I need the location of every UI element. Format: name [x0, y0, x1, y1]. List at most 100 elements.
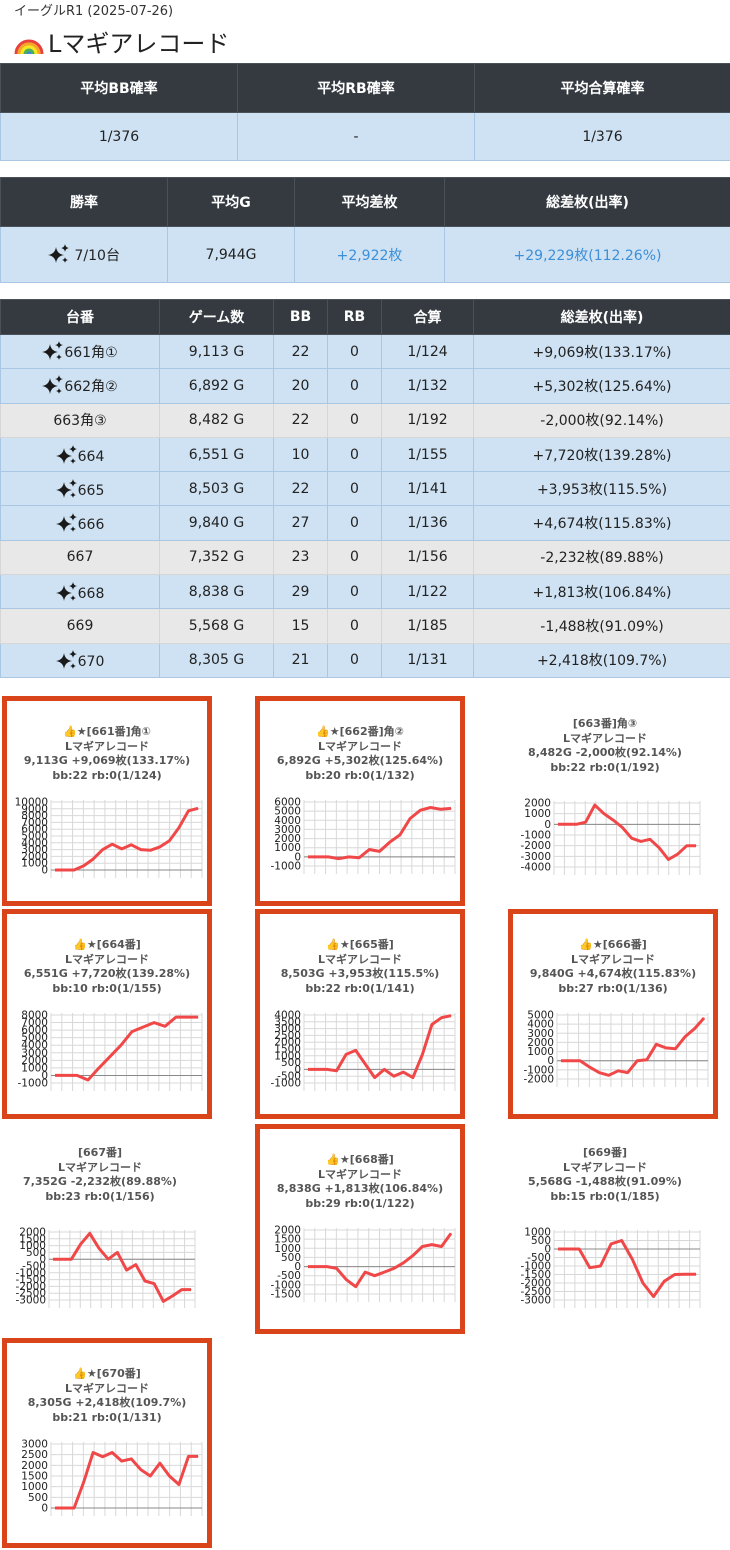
chart-line2: 8,305G +2,418枚(109.7%): [27, 1396, 187, 1409]
machines-table: 台番 ゲーム数 BB RB 合算 総差枚(出率) 661角① 9,113 G 22 0…: [0, 299, 730, 678]
y-tick-label: 3000: [274, 824, 301, 836]
machine-chart-card[interactable]: 👍★[662番]角② Lマギアレコード 6,892G +5,302枚(125.64%…: [255, 696, 465, 906]
y-tick-label: -1000: [523, 1064, 554, 1076]
chart-caption: 👍★[664番] Lマギアレコード 6,551G +7,720枚(139.28%) b…: [7, 938, 207, 996]
data-point: [116, 1251, 118, 1253]
games-text: 9,113 G: [188, 343, 245, 360]
data-point: [368, 849, 370, 851]
data-point: [326, 1266, 328, 1268]
machine-chart-card[interactable]: 👍★[661番]角① Lマギアレコード 9,113G +9,069枚(133.17%…: [2, 696, 212, 906]
chart-line1: Lマギアレコード: [317, 739, 402, 753]
y-tick-label: -1000: [270, 1279, 301, 1291]
data-point: [693, 1028, 695, 1030]
sparkle-icon: [48, 244, 70, 264]
y-tick-label: 1500: [274, 1234, 301, 1246]
data-point: [111, 1452, 113, 1454]
cell-diff: +7,720枚(139.28%): [473, 436, 730, 473]
data-point: [149, 1475, 151, 1477]
y-tick-label: 1000: [21, 858, 48, 870]
y-tick-label: 8000: [21, 810, 48, 822]
diff-text: +3,953枚(115.5%): [536, 481, 668, 498]
data-point: [393, 1267, 395, 1269]
sparkle-icon: [55, 650, 78, 670]
chart-line1: Lマギアレコード: [64, 952, 149, 966]
y-tick-label: -500: [277, 1071, 301, 1083]
data-point: [175, 1016, 177, 1018]
cell-rb-count: 0: [327, 333, 382, 370]
machine-row: 669 5,568 G 15 0 1/185 -1,488枚(91.09%): [0, 608, 730, 644]
data-point: [307, 856, 309, 858]
data-point: [317, 1266, 319, 1268]
cell-machine-no: 661角①: [0, 333, 160, 370]
chart-caption: 👍★[661番]角① Lマギアレコード 9,113G +9,069枚(133.17%…: [7, 725, 207, 783]
y-tick-label: 1000: [274, 842, 301, 854]
rb-count-text: 0: [350, 618, 359, 635]
machine-chart-card[interactable]: [669番] Lマギアレコード 5,568G -1,488枚(91.09%) bb:1…: [505, 1122, 705, 1322]
col-header-rb: RB: [327, 299, 382, 335]
y-tick-label: 2000: [21, 851, 48, 863]
avg-total-header: 平均合算確率: [474, 63, 730, 113]
rb-count-text: 0: [350, 343, 359, 360]
y-tick-label: 5000: [21, 1032, 48, 1044]
data-point: [649, 838, 651, 840]
machine-no-text: 661角①: [64, 345, 118, 362]
data-point: [653, 1296, 655, 1298]
cell-bb-count: 21: [273, 642, 328, 678]
machine-no-text: 662角②: [64, 379, 118, 396]
chart-title: 👍★[662番]角②: [316, 725, 404, 738]
total-prob-text: 1/185: [407, 618, 448, 635]
chart-line3: bb:21 rb:0(1/131): [52, 1410, 162, 1424]
data-point: [389, 841, 391, 843]
machine-chart-card[interactable]: 👍★[665番] Lマギアレコード 8,503G +3,953枚(115.5%) bb…: [255, 909, 465, 1119]
machine-chart-card[interactable]: 👍★[666番] Lマギアレコード 9,840G +4,674枚(115.83%) b…: [508, 909, 718, 1119]
y-tick-label: 5000: [274, 806, 301, 818]
machine-chart-card[interactable]: [667番] Lマギアレコード 7,352G -2,232枚(89.88%) bb:2…: [0, 1122, 200, 1322]
total-prob-text: 1/136: [407, 515, 448, 532]
chart-line3: bb:22 rb:0(1/124): [52, 768, 162, 782]
chart-line2: 8,838G +1,813枚(106.84%): [276, 1182, 444, 1195]
chart-title: 👍★[664番]: [73, 938, 141, 951]
machine-chart-card[interactable]: [663番]角③ Lマギアレコード 8,482G -2,000枚(92.14%) bb…: [505, 693, 705, 893]
machine-chart-card[interactable]: 👍★[668番] Lマギアレコード 8,838G +1,813枚(106.84%) b…: [255, 1124, 465, 1334]
chart-title: 👍★[670番]: [73, 1367, 141, 1380]
bb-count-text: 10: [291, 446, 310, 463]
y-tick-label: -3000: [520, 851, 551, 863]
bb-count-text: 22: [291, 343, 310, 360]
data-point: [610, 1243, 612, 1245]
data-point: [621, 827, 623, 829]
data-point: [402, 1071, 404, 1073]
chart-title: 👍★[661番]角①: [63, 725, 151, 738]
y-tick-label: 4000: [527, 1019, 554, 1031]
y-tick-label: -1000: [520, 830, 551, 842]
diff-text: -1,488枚(91.09%): [540, 619, 664, 636]
data-point: [430, 806, 432, 808]
data-point: [612, 819, 614, 821]
total-prob-text: 1/131: [407, 652, 448, 669]
data-point: [617, 1070, 619, 1072]
cell-total-prob: 1/156: [381, 539, 474, 576]
diff-text: +2,418枚(109.7%): [536, 653, 668, 670]
col-header-games: ゲーム数: [159, 299, 274, 335]
data-point: [187, 1455, 189, 1457]
machine-row: 666 9,840 G 27 0 1/136 +4,674枚(115.83%): [0, 505, 730, 541]
machine-chart-card[interactable]: 👍★[664番] Lマギアレコード 6,551G +7,720枚(139.28%) b…: [2, 909, 212, 1119]
y-tick-label: -2000: [520, 840, 551, 852]
y-tick-label: 2000: [524, 798, 551, 810]
chart-line3: bb:20 rb:0(1/132): [305, 768, 415, 782]
data-point: [80, 1243, 82, 1245]
y-tick-label: -1500: [15, 1274, 46, 1286]
cell-games: 6,551 G: [159, 436, 274, 473]
chart-line3: bb:29 rb:0(1/122): [305, 1196, 415, 1210]
diff-text: -2,232枚(89.88%): [540, 550, 664, 567]
chart-line2: 8,482G -2,000枚(92.14%): [528, 746, 682, 759]
y-tick-label: 4000: [274, 1010, 301, 1022]
rb-count-text: 0: [350, 549, 359, 566]
data-point: [695, 1273, 697, 1275]
machine-chart-card[interactable]: 👍★[670番] Lマギアレコード 8,305G +2,418枚(109.7%) bb…: [2, 1338, 212, 1548]
cell-rb-count: 0: [327, 574, 382, 610]
y-tick-label: 3000: [21, 1439, 48, 1451]
chart-caption: 👍★[666番] Lマギアレコード 9,840G +4,674枚(115.83%) b…: [513, 938, 713, 996]
chart-line1: Lマギアレコード: [570, 952, 655, 966]
y-tick-label: 500: [531, 1235, 551, 1247]
data-point: [412, 1077, 414, 1079]
